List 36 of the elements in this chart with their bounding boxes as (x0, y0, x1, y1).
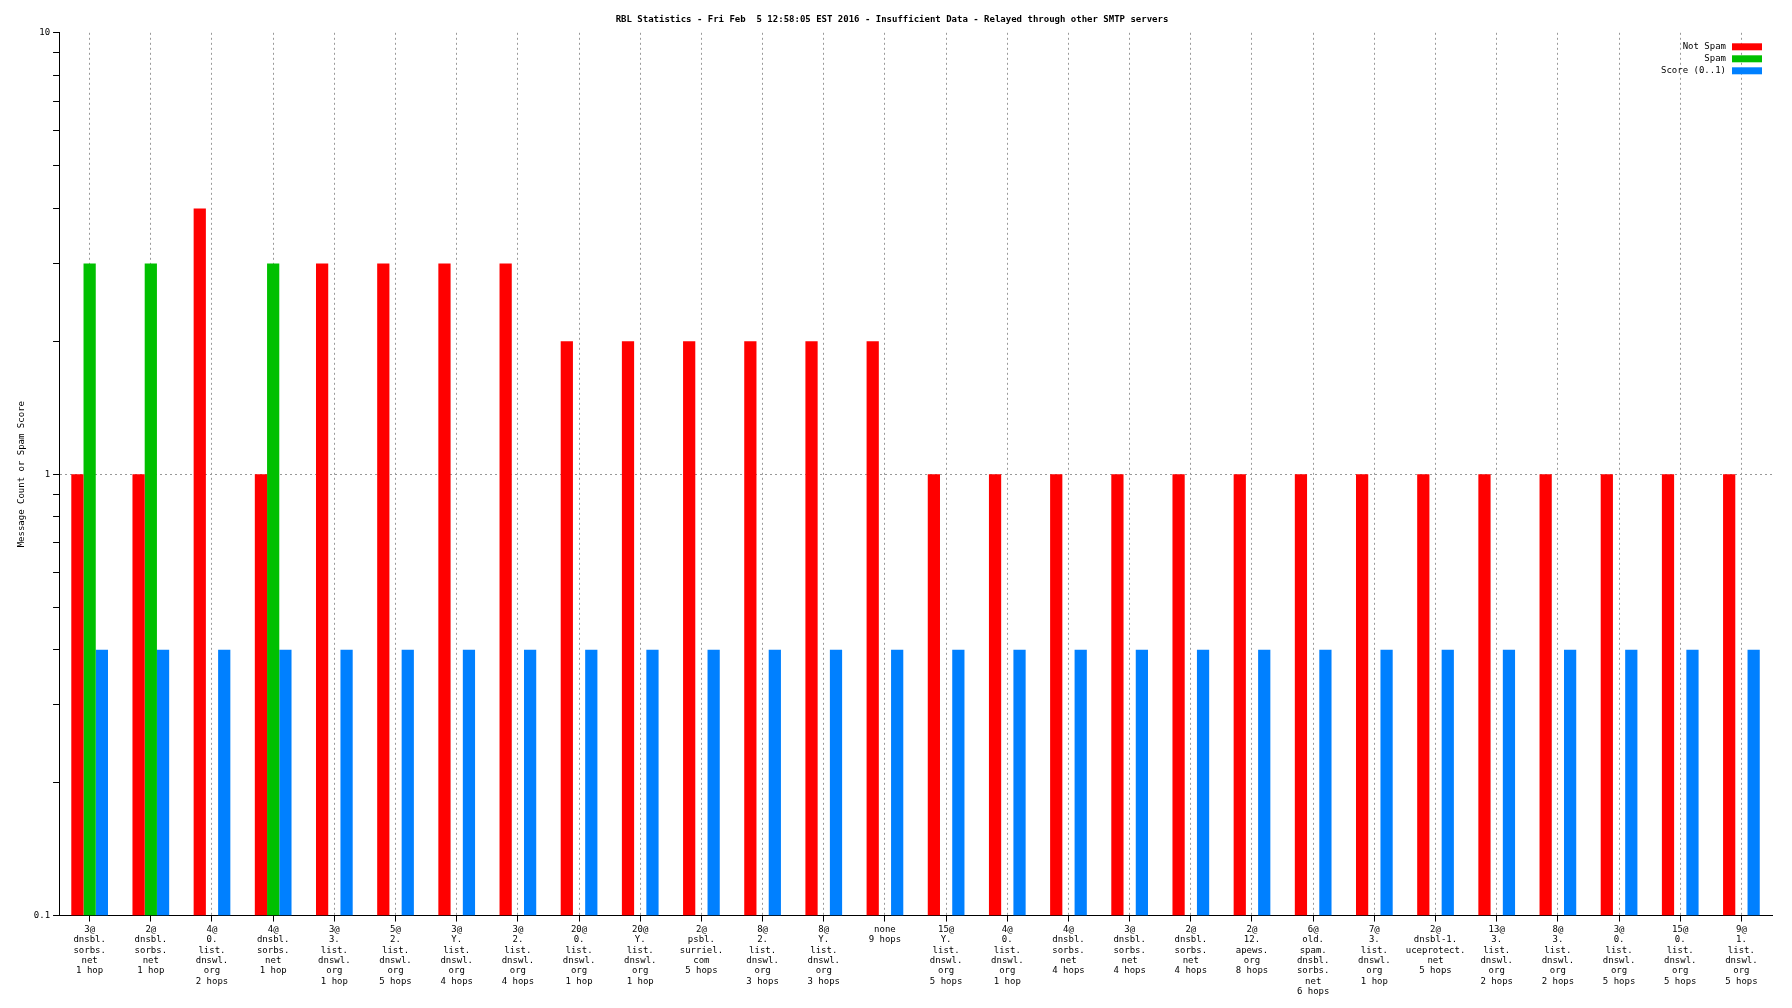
x-tick-label: 2@ dnsbl-1. uceprotect. net 5 hops (1405, 924, 1466, 976)
x-tick-label: 3@ 2. list. dnswl. org 4 hops (501, 924, 535, 986)
x-tick-label: 3@ 0. list. dnswl. org 5 hops (1602, 924, 1636, 986)
x-tick-label: 4@ 0. list. dnswl. org 2 hops (195, 924, 229, 986)
x-tick-label: 2@ dnsbl. sorbs. net 4 hops (1174, 924, 1208, 976)
x-tick-label: 3@ dnsbl. sorbs. net 4 hops (1113, 924, 1146, 976)
y-tick-label: 1 (44, 468, 51, 479)
x-tick-label: 8@ 2. list. dnswl. org 3 hops (746, 924, 779, 986)
x-tick-label: 2@ 12. apews. org 8 hops (1235, 924, 1269, 976)
x-tick-label: 8@ Y. list. dnswl. org 3 hops (807, 924, 841, 986)
legend-label: Not Spam (1682, 41, 1726, 52)
x-tick-label: 8@ 3. list. dnswl. org 2 hops (1541, 924, 1575, 986)
x-tick-label: 2@ dnsbl. sorbs. net 1 hop (134, 924, 168, 976)
y-tick-label: 10 (39, 27, 51, 38)
legend-label: Spam (1704, 53, 1726, 64)
x-tick-label: 7@ 3. list. dnswl. org 1 hop (1358, 924, 1391, 986)
x-tick-label: 6@ old. spam. dnsbl. sorbs. net 6 hops (1296, 924, 1330, 997)
x-tick-label: 15@ 0. list. dnswl. org 5 hops (1663, 924, 1697, 986)
legend-label: Score (0..1) (1660, 65, 1726, 76)
x-tick-label: none 9 hops (868, 924, 902, 945)
x-tick-label: 5@ 2. list. dnswl. org 5 hops (379, 924, 412, 986)
y-axis-title: Message Count or Spam Score (15, 401, 26, 548)
x-tick-label: 9@ 1. list. dnswl. org 5 hops (1725, 924, 1758, 986)
x-tick-label: 15@ Y. list. dnswl. org 5 hops (929, 924, 963, 986)
x-tick-label: 20@ 0. list. dnswl. org 1 hop (562, 924, 596, 986)
x-tick-label: 4@ dnsbl. sorbs. net 4 hops (1052, 924, 1085, 976)
x-tick-label: 20@ Y. list. dnswl. org 1 hop (623, 924, 657, 986)
x-tick-label: 13@ 3. list. dnswl. org 2 hops (1480, 924, 1513, 986)
x-tick-label: 4@ dnsbl. sorbs. net 1 hop (256, 924, 290, 976)
x-tick-label: 3@ dnsbl. sorbs. net 1 hop (73, 924, 106, 976)
y-tick-label: 0.1 (33, 909, 51, 920)
x-tick-label: 4@ 0. list. dnswl. org 1 hop (991, 924, 1024, 986)
x-tick-label: 3@ Y. list. dnswl. org 4 hops (440, 924, 473, 986)
x-tick-label: 3@ 3. list. dnswl. org 1 hop (318, 924, 351, 986)
chart-title: RBL Statistics - Fri Feb 5 12:58:05 EST 2016 - Insufficient Data - Relayed through other SMTP servers (615, 13, 1169, 24)
x-tick-label: 2@ psbl. surriel. com 5 hops (679, 924, 724, 976)
